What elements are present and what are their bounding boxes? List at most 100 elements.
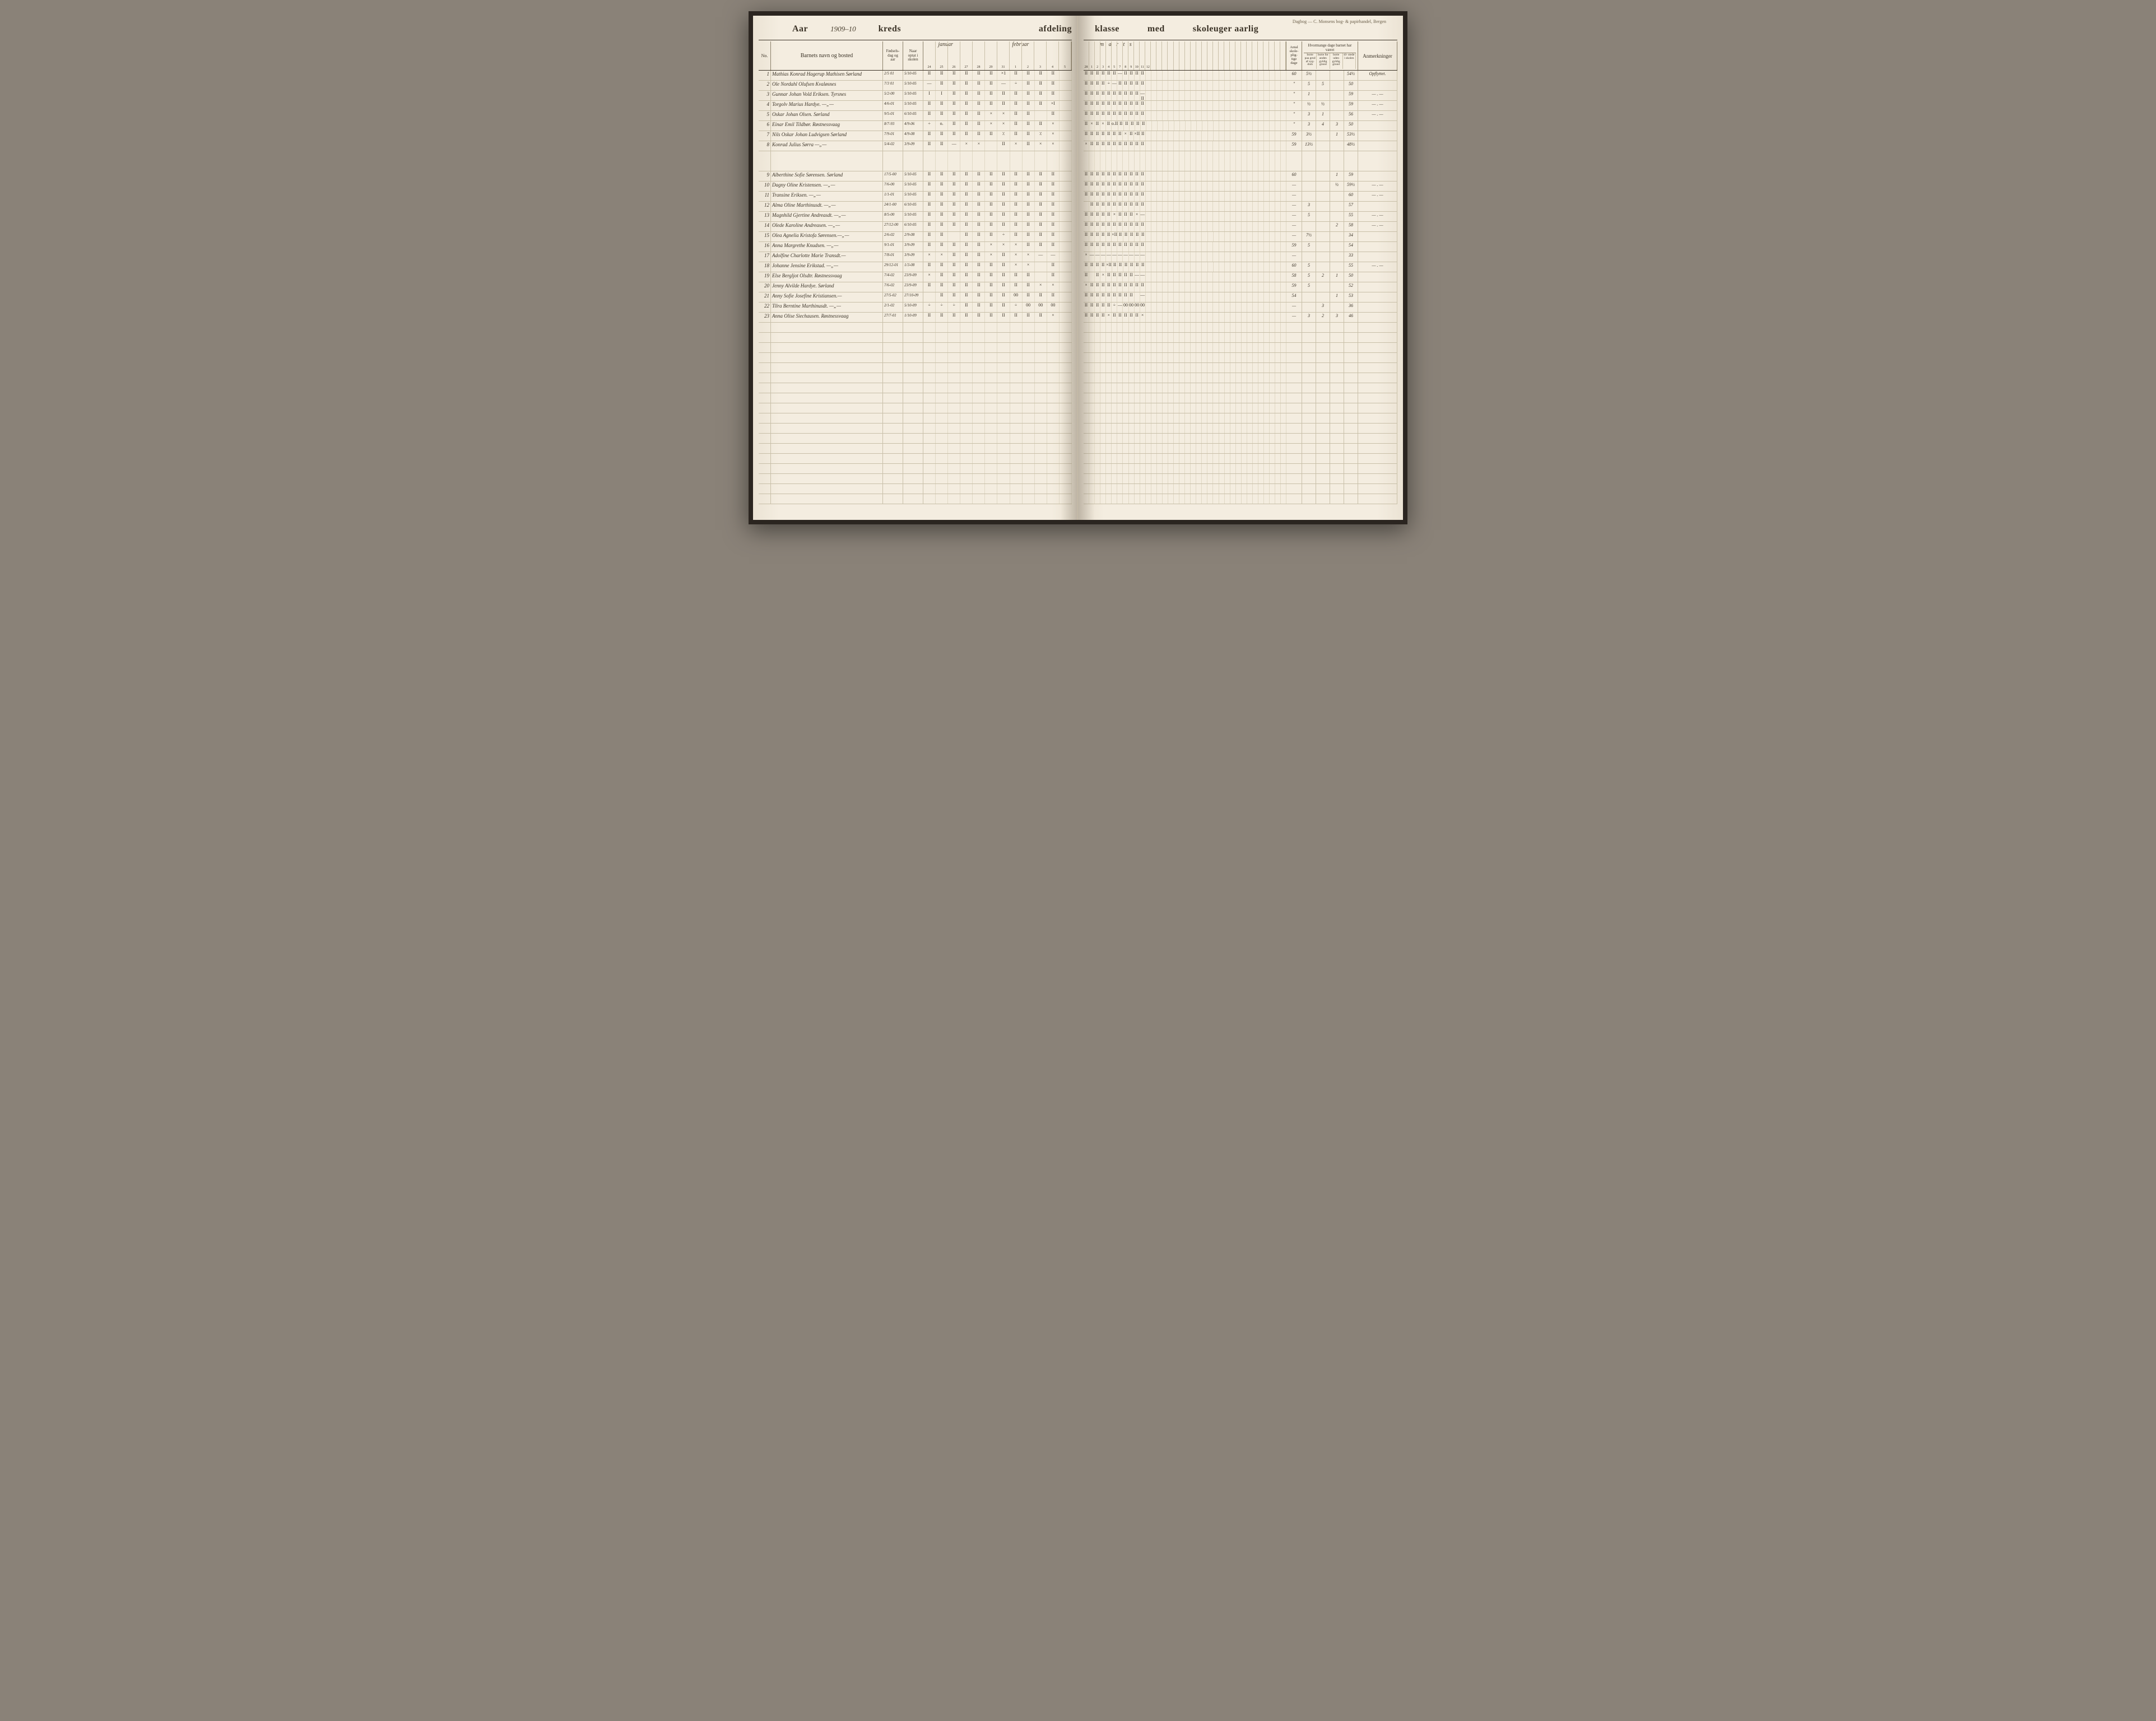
row-no: 8 — [759, 141, 771, 151]
klasse-label: klasse — [1095, 24, 1119, 34]
row-marks-left: IIIIIIIIIIIIIIIIIIIIII — [923, 212, 1072, 221]
row-remark — [1358, 202, 1397, 211]
row-abs-valid — [1316, 282, 1330, 292]
row-marks-right: IIIIIIIIIIIIIIIIIIIIII — [1084, 111, 1286, 120]
row-abs-invalid — [1330, 252, 1344, 262]
row-marks-left: IIIIIIIIIIIIIIIIIIII×I — [923, 101, 1072, 110]
row-present: 53½ — [1344, 131, 1358, 141]
row-dob: 8/5-00 — [883, 212, 903, 221]
row-enroll: 5/10-05 — [903, 171, 923, 181]
row-present: 36 — [1344, 303, 1358, 312]
row-enroll: 3/9-09 — [903, 242, 923, 252]
row-abs-sick: 5½ — [1302, 71, 1316, 80]
table-row: II×II×IIo.IIIIIIIIIIII"34350 — [1084, 121, 1397, 131]
blank-row — [759, 413, 1072, 424]
blank-row — [759, 403, 1072, 413]
row-abs-invalid — [1330, 242, 1344, 252]
blank-row — [1084, 424, 1397, 434]
row-abs-sick: 3 — [1302, 111, 1316, 120]
row-enroll: 23/9-09 — [903, 282, 923, 292]
row-name: Torgolv Marius Hardye. —„— — [771, 101, 883, 110]
row-remark: — . — — [1358, 91, 1397, 100]
blank-row — [1084, 434, 1397, 444]
row-remark: — . — — [1358, 192, 1397, 201]
row-abs-valid: ½ — [1316, 101, 1330, 110]
row-enroll: 5/10-05 — [903, 91, 923, 100]
table-row: 12Alma Oline Marthinusdt. —„—24/1-006/10… — [759, 202, 1072, 212]
blank-row — [1084, 323, 1397, 333]
row-marks-left: IIIIIIIIII÷IIIIIIII — [923, 232, 1072, 241]
row-no: 16 — [759, 242, 771, 252]
row-name: Olea Agnelia Kristofa Sørensen.—„— — [771, 232, 883, 241]
table-row: 19Else Bergljot Olsdtr. Røstnessvaag7/4-… — [759, 272, 1072, 282]
table-row: IIIIIIIIIIIIII×II×IIII593½153½ — [1084, 131, 1397, 141]
table-row: 18Johanne Jensine Erikstad. —„—29/12-011… — [759, 262, 1072, 272]
row-antal: 60 — [1286, 171, 1302, 181]
row-abs-invalid — [1330, 303, 1344, 312]
row-dob: 5/4-02 — [883, 141, 903, 151]
column-headers-right: m a r t s 2812345789101112 Antal skole- … — [1084, 41, 1397, 71]
row-abs-invalid: 3 — [1330, 313, 1344, 322]
row-abs-sick — [1302, 222, 1316, 231]
student-rows-left: 1Mathias Konrad Hagerup Mathisen Sørland… — [759, 71, 1072, 504]
row-enroll: 1/3-08 — [903, 262, 923, 272]
row-marks-right: IIIIIIIIII×IIIIIIIIIIII — [1084, 232, 1286, 241]
row-present: 59½ — [1344, 182, 1358, 191]
table-row: IIIIIIIIII×IIIIII×——555— . — — [1084, 212, 1397, 222]
table-row: IIIIIIIIIIIIIIIIIIIIII"½½59— . — — [1084, 101, 1397, 111]
row-remark — [1358, 303, 1397, 312]
row-marks-right: IIIIIIIIIIIIIIIIIIIIII — [1084, 242, 1286, 252]
aar-value: 1909–10 — [830, 25, 856, 34]
table-row: 23Anna Olise Siechausen. Røstnessvaag27/… — [759, 313, 1072, 323]
blank-row — [759, 484, 1072, 494]
row-abs-invalid: 3 — [1330, 121, 1344, 131]
row-abs-sick: ½ — [1302, 101, 1316, 110]
afdeling-label: afdeling — [1039, 24, 1072, 34]
row-abs-sick — [1302, 252, 1316, 262]
row-antal: — — [1286, 303, 1302, 312]
table-row: IIIIIIIIII×IIIIIIIIIIII—7½34 — [1084, 232, 1397, 242]
row-remark — [1358, 272, 1397, 282]
blank-row — [759, 373, 1072, 383]
row-abs-valid — [1316, 252, 1330, 262]
row-marks-right: ×IIIIIIIIIIIIIIIIIIII — [1084, 282, 1286, 292]
row-abs-invalid — [1330, 232, 1344, 241]
row-no: 1 — [759, 71, 771, 80]
row-remark: Opflyttet. — [1358, 71, 1397, 80]
blank-row — [759, 353, 1072, 363]
blank-row — [759, 323, 1072, 333]
row-name: Jenny Alvilde Hardye. Sørland — [771, 282, 883, 292]
row-name: Anny Sofie Josefine Kristiansen.— — [771, 292, 883, 302]
row-no: 20 — [759, 282, 771, 292]
blank-row — [759, 444, 1072, 454]
row-antal: 54 — [1286, 292, 1302, 302]
blank-row — [1084, 444, 1397, 454]
row-dob: 17/5-00 — [883, 171, 903, 181]
table-row: 21Anny Sofie Josefine Kristiansen.—27/5-… — [759, 292, 1072, 303]
row-marks-left: IIIIIIIIIIIIIIIIIIIIII — [923, 222, 1072, 231]
row-abs-valid — [1316, 182, 1330, 191]
table-row: 11Transine Eriksen. —„—1/1-015/10-05IIII… — [759, 192, 1072, 202]
row-present: 48½ — [1344, 141, 1358, 151]
row-antal: 59 — [1286, 242, 1302, 252]
row-no: 4 — [759, 101, 771, 110]
row-marks-right: II×II×IIo.IIIIIIIIIIII — [1084, 121, 1286, 131]
row-marks-right: IIIIIIIIIIIIIIIIIIII — [1084, 202, 1286, 211]
row-name: Ole Nordahl Olufsen Kvaløsnes — [771, 81, 883, 90]
table-row: ×IIIIIIIIIIIIIIIIIIII59552 — [1084, 282, 1397, 292]
row-abs-invalid — [1330, 101, 1344, 110]
blank-row — [1084, 484, 1397, 494]
row-no: 14 — [759, 222, 771, 231]
row-abs-invalid — [1330, 91, 1344, 100]
aar-label: Aar — [792, 24, 808, 34]
row-marks-left: IIIIIIIIIIIIIIIIIIIIII — [923, 192, 1072, 201]
row-remark: — . — — [1358, 101, 1397, 110]
row-present: 46 — [1344, 313, 1358, 322]
table-row: IIIIIIIIIIIIIIIIIIIIII59554 — [1084, 242, 1397, 252]
row-abs-invalid — [1330, 81, 1344, 90]
row-antal: 59 — [1286, 131, 1302, 141]
col-remarks: Anmerkninger — [1358, 41, 1397, 70]
table-row: IIIIIIIIIIIIIIIIIIIIII—½59½— . — — [1084, 182, 1397, 192]
row-abs-invalid: 2 — [1330, 222, 1344, 231]
row-present: 50 — [1344, 81, 1358, 90]
